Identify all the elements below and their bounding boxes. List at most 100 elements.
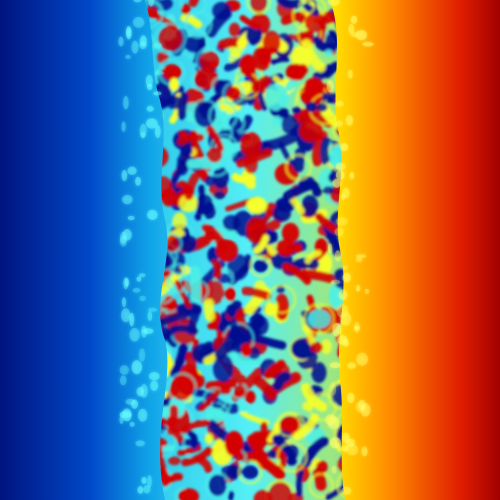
pattern-worm (301, 324, 316, 346)
pattern-spot (181, 3, 191, 15)
speckle (122, 408, 132, 422)
speckle (356, 285, 361, 292)
pattern-spot (158, 25, 183, 51)
pattern-worm (210, 110, 229, 134)
speckle (122, 194, 133, 205)
speckle (123, 95, 129, 110)
pattern-spot (316, 103, 328, 112)
pattern-ring (276, 441, 308, 473)
speckle (129, 421, 135, 427)
pattern-worm (312, 130, 328, 167)
pattern-spot (268, 481, 292, 500)
pattern-spot (250, 0, 267, 13)
speckle (331, 465, 337, 474)
pattern-spot (225, 286, 236, 302)
pattern-ring (332, 116, 345, 144)
speckle (361, 446, 368, 457)
pattern-ring (201, 220, 225, 244)
pattern-ring (246, 0, 271, 15)
pattern-ring (204, 472, 231, 499)
pattern-worm (206, 125, 224, 152)
speckle (150, 380, 159, 392)
speckle (132, 288, 141, 293)
speckle (338, 289, 348, 301)
pattern-spot (226, 86, 241, 100)
pattern-spot (301, 195, 319, 217)
speckle (327, 0, 340, 6)
speckle (356, 352, 368, 366)
pattern-worm (282, 263, 312, 285)
pattern-worm (260, 421, 268, 446)
speckle (132, 16, 145, 28)
pattern-worm (322, 61, 342, 79)
pattern-spot (224, 430, 244, 457)
pattern-spot (239, 54, 257, 77)
edge-speckles (118, 0, 374, 495)
pattern-worm (162, 472, 183, 487)
pattern-ring (184, 10, 212, 39)
pattern-worm (315, 213, 339, 234)
pattern-spot (242, 465, 259, 480)
pattern-ring (336, 471, 345, 499)
pattern-spot (316, 460, 328, 474)
speckle (339, 312, 352, 326)
pattern-spot (280, 418, 298, 432)
speckle (118, 36, 124, 47)
pattern-worm (270, 56, 290, 65)
speckle (131, 360, 142, 375)
pattern-spot (285, 63, 306, 81)
pattern-spot (168, 456, 181, 466)
pattern-spot (246, 196, 267, 214)
pattern-worm (231, 81, 253, 92)
pattern-worm (253, 376, 277, 401)
pattern-spot (264, 83, 289, 111)
speckle (133, 0, 142, 3)
speckle (332, 178, 342, 188)
speckle (350, 15, 358, 24)
pattern-ring (303, 303, 335, 335)
pattern-worm (301, 38, 326, 73)
speckle (126, 27, 131, 38)
speckle (143, 485, 151, 494)
pattern-worm (145, 10, 178, 31)
pattern-worm (296, 469, 305, 498)
speckle (346, 443, 358, 456)
pattern-spot (303, 77, 325, 100)
speckle (147, 311, 153, 322)
pattern-worm (214, 327, 242, 360)
pattern-worm (177, 445, 202, 456)
pattern-worm (241, 286, 271, 301)
pattern-ring (213, 268, 234, 289)
pattern-spot (274, 163, 299, 185)
speckle (148, 0, 155, 7)
pattern-ring (285, 154, 312, 181)
speckle (347, 69, 353, 79)
pattern-spot (222, 214, 241, 231)
pattern-worm (277, 0, 303, 9)
speckle (340, 143, 349, 152)
pattern-ring (298, 0, 316, 15)
pattern-worm (312, 468, 327, 491)
speckle (153, 91, 162, 96)
pattern-spot (304, 12, 327, 33)
pattern-spot (253, 259, 268, 273)
pattern-worm (282, 180, 318, 201)
pattern-worm (233, 367, 265, 396)
speckle (119, 365, 129, 375)
speckle (136, 276, 142, 282)
speckle (355, 257, 363, 263)
pattern-worm (261, 131, 299, 152)
speckle (147, 475, 152, 488)
pattern-worm (203, 298, 216, 322)
pattern-worm (180, 419, 211, 434)
pattern-worm (188, 0, 205, 8)
pattern-spot (299, 118, 323, 143)
pattern-worm (304, 250, 322, 264)
pattern-spot (228, 22, 241, 37)
pattern-spot (277, 107, 289, 119)
speckle (121, 169, 128, 182)
pattern-worm (325, 481, 345, 500)
pattern-spot (262, 30, 281, 55)
pattern-spot (226, 303, 237, 318)
speckle (355, 254, 367, 259)
